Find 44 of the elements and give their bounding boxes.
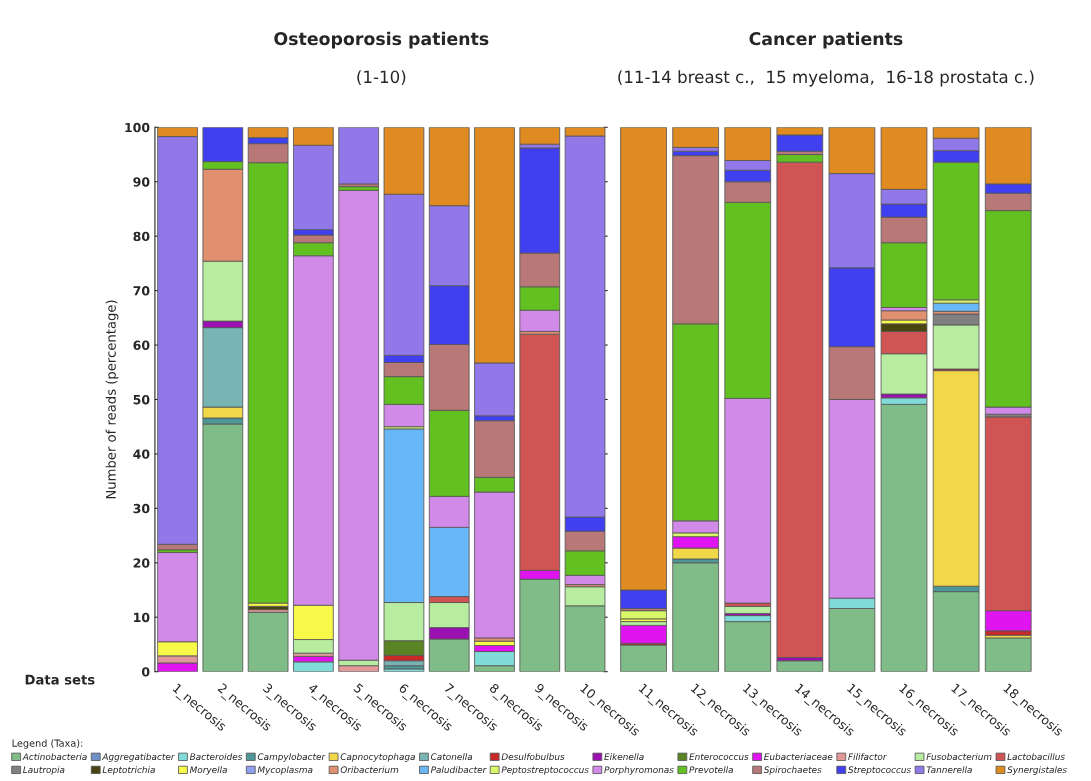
y-tick-label: 80 xyxy=(133,231,150,242)
legend-label: Mycoplasma xyxy=(257,766,313,775)
legend-label: Spirochaetes xyxy=(763,766,822,775)
y-axis-title: Number of reads (percentage) xyxy=(105,300,119,499)
legend-label: Actinobacteria xyxy=(22,753,87,761)
chart-title: Osteoporosis patients xyxy=(274,31,489,49)
legend-label: Eikenella xyxy=(604,753,644,761)
chart-subtitle: (1-10) xyxy=(357,70,406,86)
y-tick-label: 60 xyxy=(133,340,150,350)
legend-label: Prevotella xyxy=(689,766,733,774)
legend-label: Porphyromonas xyxy=(604,766,674,775)
legend-label: Eubacteriaceae xyxy=(764,753,833,761)
legend-label: Capnocytophaga xyxy=(340,753,415,762)
legend-label: Moryella xyxy=(189,766,227,775)
y-tick-label: 20 xyxy=(133,558,150,568)
legend-label: Tannerella xyxy=(926,766,972,774)
x-axis-title: Data sets xyxy=(25,674,95,685)
legend-label: Paludibacter xyxy=(430,766,487,774)
y-tick-label: 30 xyxy=(133,503,150,514)
legend-label: Leptotrichia xyxy=(102,766,155,775)
y-tick-label: 50 xyxy=(133,394,150,405)
y-tick-label: 40 xyxy=(133,449,150,459)
chart-title: Cancer patients xyxy=(749,31,903,49)
legend-label: Peptostreptococcus xyxy=(501,766,589,775)
y-tick-label: 90 xyxy=(133,177,150,187)
legend-label: Streptococcus xyxy=(847,766,911,775)
legend-label: Fusobacterium xyxy=(926,753,992,761)
y-tick-label: 10 xyxy=(134,612,150,623)
legend-label: Enterococcus xyxy=(689,753,749,761)
y-tick-label: 100 xyxy=(125,122,150,133)
legend-label: Campylobacter xyxy=(257,753,326,762)
chart-subtitle: (11-14 breast c., 15 myeloma, 16-18 prostata c.) xyxy=(618,70,1034,87)
legend-label: Lautropia xyxy=(23,766,65,775)
legend-label: Catonella xyxy=(431,753,473,761)
legend-label: Aggregatibacter xyxy=(101,753,175,762)
legend-label: Bacteroides xyxy=(189,753,243,761)
y-tick-label: 70 xyxy=(133,286,150,296)
legend-title: Legend (Taxa): xyxy=(12,739,83,749)
legend-label: Filifactor xyxy=(848,753,887,761)
legend-label: Desulfobulbus xyxy=(501,753,565,761)
legend-label: Synergistales xyxy=(1007,766,1067,775)
legend-label: Lactobacillus xyxy=(1007,753,1065,761)
legend-label: Oribacterium xyxy=(340,766,399,774)
y-tick-label: 0 xyxy=(141,667,150,677)
